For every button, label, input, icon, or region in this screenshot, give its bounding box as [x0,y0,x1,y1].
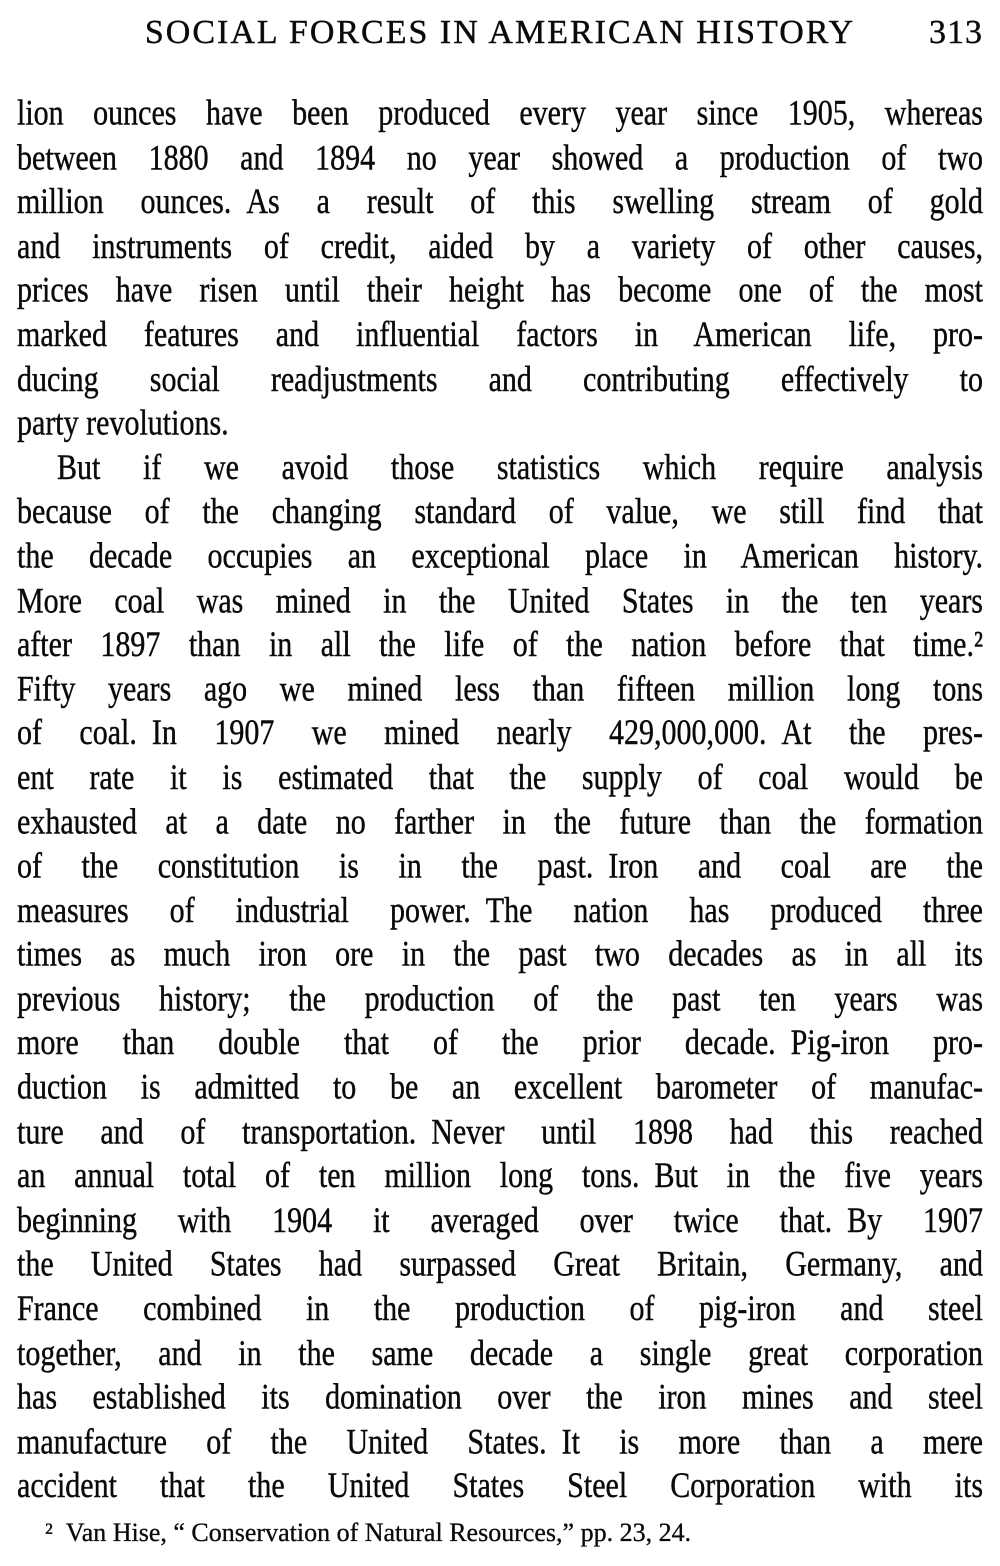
text-line: together, and in the same decade a singl… [17,1333,983,1373]
page-number: 313 [929,14,983,51]
body-text: lion ounces have been produced every yea… [17,92,983,1509]
text-line: measures of industrial power. The nation… [17,890,983,931]
text-line: But if we avoid those statistics which r… [57,447,983,488]
text-line: because of the changing standard of valu… [17,491,983,532]
text-line: party revolutions. [17,403,229,444]
text-line: an annual total of ten million long tons… [17,1155,983,1196]
text-line: Fifty years ago we mined less than fifte… [17,668,983,709]
text-line: exhausted at a date no farther in the fu… [17,801,983,842]
text-line: between 1880 and 1894 no year showed a p… [17,137,983,178]
text-line: after 1897 than in all the life of the n… [17,624,983,665]
running-head: SOCIAL FORCES IN AMERICAN HISTORY 313 [17,14,983,60]
text-line: the decade occupies an exceptional place… [17,535,983,576]
footnote: ² Van Hise, “ Conservation of Natural Re… [45,1518,692,1547]
text-line: more than double that of the prior decad… [17,1023,983,1063]
text-line: lion ounces have been produced every yea… [17,93,983,134]
text-line: More coal was mined in the United States… [17,580,983,621]
text-line: prices have risen until their height has… [17,270,983,311]
text-line: beginning with 1904 it averaged over twi… [17,1200,983,1241]
text-line: million ounces. As a result of this swel… [17,181,983,222]
text-line: ent rate it is estimated that the supply… [17,757,983,798]
text-line: of the constitution is in the past. Iron… [17,845,983,886]
text-line: ducing social readjustments and contribu… [17,358,983,399]
text-line: accident that the United States Steel Co… [17,1465,983,1506]
text-line: has established its domination over the … [17,1377,983,1418]
text-line: times as much iron ore in the past two d… [17,934,983,975]
text-line: the United States had surpassed Great Br… [17,1244,983,1285]
text-line: France combined in the production of pig… [17,1288,983,1329]
text-line: marked features and influential factors … [17,314,983,355]
text-line: ture and of transportation. Never until … [17,1111,983,1152]
running-head-title: SOCIAL FORCES IN AMERICAN HISTORY [144,14,856,51]
text-line: of coal. In 1907 we mined nearly 429,000… [17,713,983,754]
text-line: previous history; the production of the … [17,978,983,1019]
text-line: duction is admitted to be an excellent b… [17,1067,983,1108]
text-line: and instruments of credit, aided by a va… [17,226,983,266]
text-line: manufacture of the United States. It is … [17,1421,983,1462]
